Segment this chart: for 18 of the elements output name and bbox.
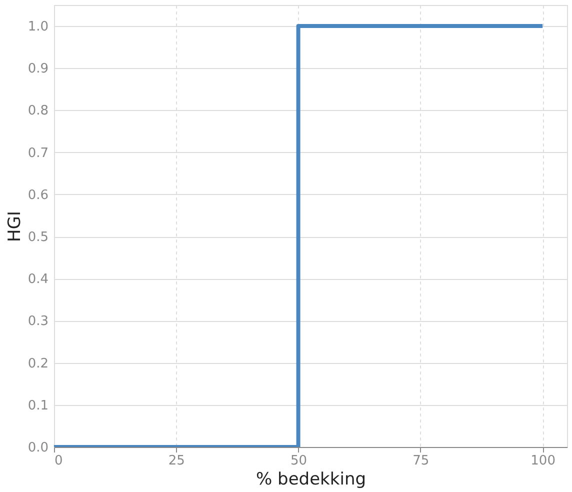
y-tick-label: 0.5 (28, 230, 48, 246)
x-tick-label: 100 (530, 454, 556, 468)
y-tick-label: 0.7 (28, 146, 48, 161)
y-tick-label: 0.9 (28, 62, 48, 77)
y-tick-label: 0.8 (28, 104, 48, 119)
y-axis-title: HGI (4, 211, 25, 242)
x-tick-label: 50 (290, 454, 308, 468)
y-tick-label: 0.4 (28, 272, 48, 288)
x-tick-label: 0 (54, 454, 63, 468)
y-tick-label: 0.6 (28, 188, 48, 203)
x-tick-label: 75 (412, 454, 430, 468)
y-tick-label: 0.2 (28, 356, 48, 372)
y-tick-label: 0.3 (28, 314, 48, 330)
y-tick-label: 1.0 (28, 20, 48, 35)
y-tick-label: 0.0 (28, 440, 48, 456)
y-tick-label: 0.1 (28, 398, 48, 414)
x-axis-title: % bedekking (256, 470, 366, 490)
x-tick-label: 25 (168, 454, 185, 468)
